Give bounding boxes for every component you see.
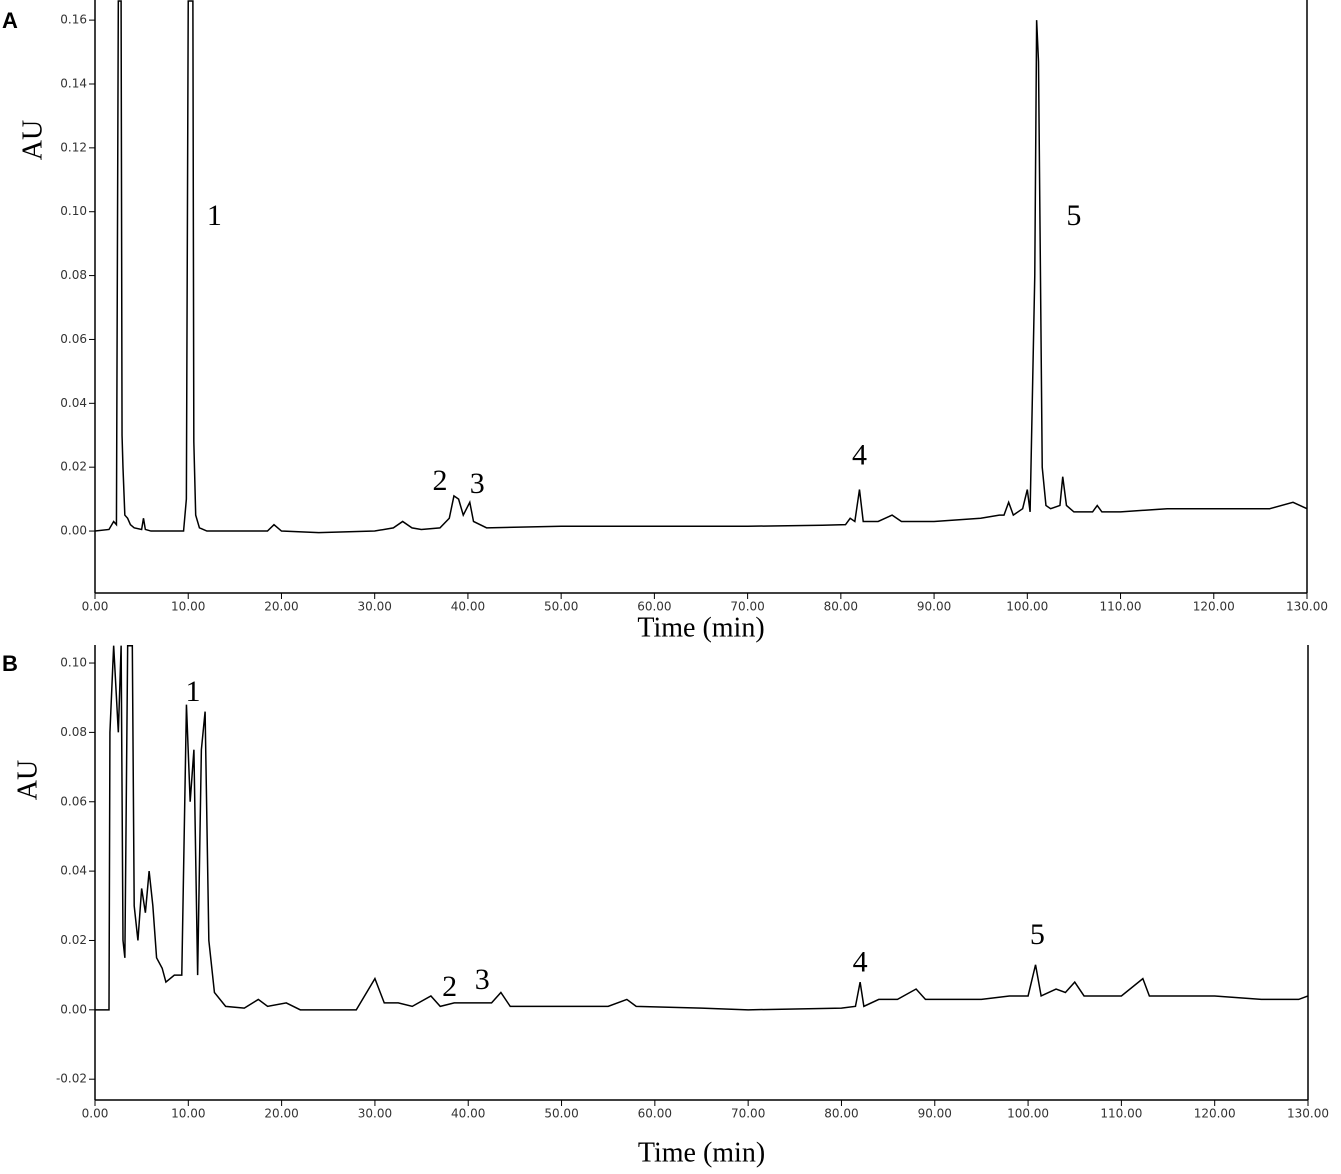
peak-label: 1: [207, 199, 222, 232]
x-tick-label: 40.00: [451, 600, 485, 614]
y-tick-label: 0.00: [60, 524, 87, 538]
x-tick-label: 80.00: [824, 600, 858, 614]
y-tick-label: 0.10: [60, 204, 87, 218]
x-tick-label: 60.00: [638, 1107, 672, 1121]
x-tick-label: 70.00: [731, 1107, 765, 1121]
y-tick-label: 0.04: [60, 864, 87, 878]
y-tick-label: 0.14: [60, 76, 87, 90]
x-tick-label: 0.00: [82, 600, 109, 614]
trace: [95, 645, 1308, 1011]
x-tick-label: 40.00: [451, 1107, 485, 1121]
peak-label: 4: [853, 946, 868, 979]
x-tick-label: 90.00: [917, 600, 951, 614]
x-tick-label: 10.00: [171, 600, 205, 614]
x-tick-label: 120.00: [1194, 1107, 1236, 1121]
y-tick-label: 0.08: [60, 725, 87, 739]
peak-label: 2: [432, 464, 447, 497]
x-axis-label: Time (min): [637, 612, 764, 643]
x-tick-label: 110.00: [1100, 1107, 1142, 1121]
trace: [95, 0, 1307, 534]
x-tick-label: 100.00: [1006, 600, 1048, 614]
peak-label: 1: [185, 675, 200, 708]
y-tick-label: 0.02: [60, 460, 87, 474]
y-axis-label: AU: [12, 760, 43, 800]
x-tick-label: 20.00: [264, 1107, 298, 1121]
y-tick-label: 0.06: [60, 332, 87, 346]
y-tick-label: 0.12: [60, 140, 87, 154]
x-axis-label: Time (min): [638, 1137, 765, 1168]
x-tick-label: 10.00: [171, 1107, 205, 1121]
y-tick-label: 0.10: [60, 656, 87, 670]
panel-label: B: [2, 651, 18, 676]
x-tick-label: 130.00: [1286, 600, 1328, 614]
x-tick-label: 0.00: [82, 1107, 109, 1121]
peak-label: 5: [1066, 199, 1081, 232]
y-tick-label: 0.06: [60, 794, 87, 808]
y-tick-label: 0.00: [60, 1002, 87, 1016]
x-tick-label: 130.00: [1287, 1107, 1329, 1121]
x-tick-label: 60.00: [637, 600, 671, 614]
x-tick-label: 20.00: [264, 600, 298, 614]
y-tick-label: 0.16: [60, 13, 87, 27]
x-tick-label: 90.00: [918, 1107, 952, 1121]
x-tick-label: 30.00: [358, 600, 392, 614]
x-tick-label: 80.00: [824, 1107, 858, 1121]
x-tick-label: 50.00: [544, 600, 578, 614]
y-tick-label: -0.02: [56, 1072, 87, 1086]
x-tick-label: 30.00: [358, 1107, 392, 1121]
peak-label: 2: [442, 970, 457, 1003]
y-tick-label: 0.08: [60, 268, 87, 282]
x-tick-label: 50.00: [544, 1107, 578, 1121]
peak-label: 3: [475, 963, 490, 996]
x-tick-label: 120.00: [1193, 600, 1235, 614]
peak-label: 4: [852, 438, 867, 471]
y-axis-label: AU: [17, 120, 48, 160]
x-tick-label: 100.00: [1007, 1107, 1049, 1121]
y-tick-label: 0.04: [60, 396, 87, 410]
panel-label: A: [2, 8, 18, 33]
x-tick-label: 70.00: [730, 600, 764, 614]
x-tick-label: 110.00: [1100, 600, 1142, 614]
peak-label: 3: [470, 467, 485, 500]
peak-label: 5: [1030, 918, 1045, 951]
y-tick-label: 0.02: [60, 933, 87, 947]
